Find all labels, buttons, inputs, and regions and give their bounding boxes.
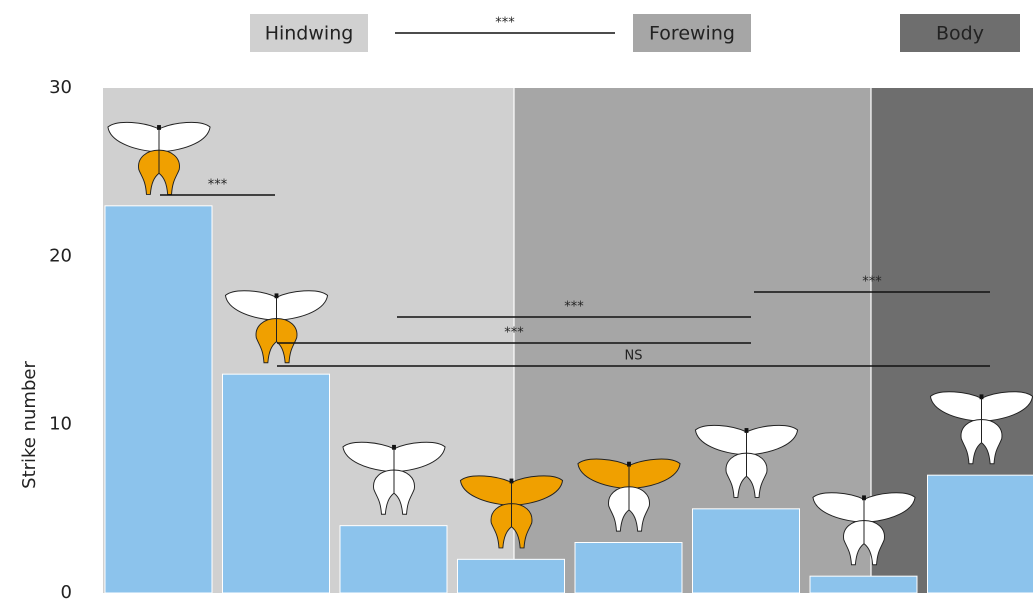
group-header-box (633, 14, 751, 52)
bar (809, 575, 918, 594)
group-header: Forewing (649, 23, 735, 45)
group-header: Hindwing (265, 23, 354, 45)
y-tick-label: 10 (49, 414, 72, 435)
group-header-box (250, 14, 368, 52)
significance-label: *** (495, 16, 515, 31)
significance-label: *** (564, 300, 584, 315)
group-header: Body (936, 23, 984, 45)
bar (104, 205, 213, 594)
significance-label: *** (208, 178, 228, 193)
y-axis-label: Strike number (19, 361, 40, 489)
y-tick-label: 0 (61, 582, 72, 600)
group-header-box (900, 14, 1020, 52)
bar (692, 508, 800, 594)
significance-label: NS (625, 349, 643, 364)
significance-label: *** (862, 275, 882, 290)
y-tick-label: 20 (49, 245, 72, 266)
bar (457, 558, 565, 594)
y-tick-label: 30 (49, 77, 72, 98)
bar (339, 525, 448, 594)
significance-label: *** (504, 326, 524, 341)
bar (927, 474, 1033, 594)
bar (222, 373, 330, 594)
bar (574, 542, 683, 594)
